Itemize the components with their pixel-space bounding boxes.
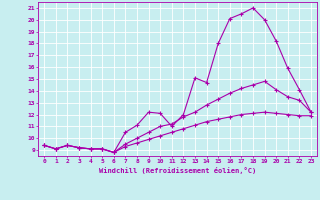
X-axis label: Windchill (Refroidissement éolien,°C): Windchill (Refroidissement éolien,°C) [99,167,256,174]
